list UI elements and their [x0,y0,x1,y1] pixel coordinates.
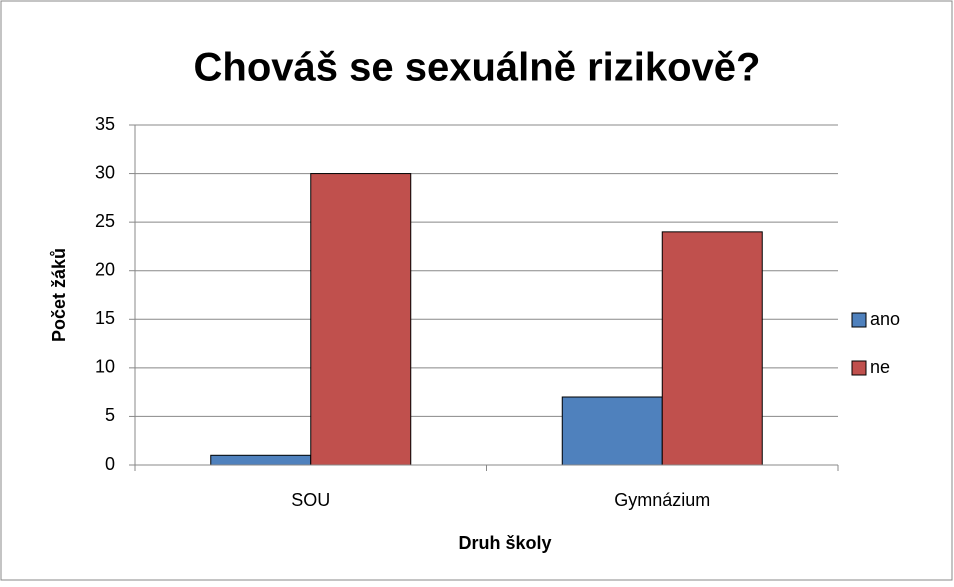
legend-swatch [851,360,867,376]
y-tick-label: 35 [95,114,115,134]
chart-title: Chováš se sexuálně rizikově? [194,46,761,90]
y-tick-label: 25 [95,211,115,231]
y-axis-label: Počet žáků [49,248,69,342]
legend-swatch [851,312,867,328]
bar [310,173,412,466]
bar [561,396,663,466]
y-tick-label: 30 [95,162,115,182]
bar [210,454,312,466]
y-tick-label: 20 [95,259,115,279]
y-tick-label: 15 [95,308,115,328]
x-tick-label: SOU [291,490,330,510]
y-tick-label: 5 [105,405,115,425]
x-tick-label: Gymnázium [614,490,710,510]
x-axis-label: Druh školy [458,533,551,553]
legend-label: ne [870,357,890,377]
legend-label: ano [870,309,900,329]
y-tick-label: 0 [105,454,115,474]
y-tick-label: 10 [95,357,115,377]
bar [661,231,763,466]
